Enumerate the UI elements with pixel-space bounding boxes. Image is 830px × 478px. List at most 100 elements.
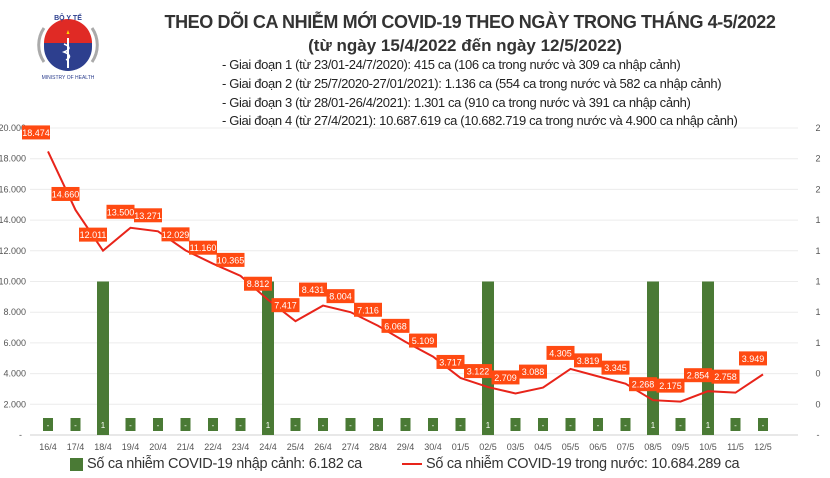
bar-label: - (597, 421, 600, 430)
x-tick-label: 17/4 (67, 442, 85, 452)
legend-swatch-bar (70, 457, 83, 471)
bar-label: 1 (101, 421, 106, 430)
data-label: 2.175 (659, 381, 682, 391)
bar-label: - (377, 421, 380, 430)
x-tick-label: 27/4 (342, 442, 360, 452)
data-label: 8.004 (329, 292, 352, 302)
svg-text:BỘ Y TẾ: BỘ Y TẾ (54, 12, 82, 22)
bar (70, 418, 81, 431)
data-label-box (574, 353, 602, 368)
bar (593, 418, 603, 431)
y-right-tick-label: 1 (815, 307, 820, 317)
bar (482, 281, 494, 435)
bar-label: - (514, 421, 517, 430)
data-label: 7.417 (274, 301, 297, 311)
x-tick-label: 16/4 (39, 442, 57, 452)
bar (455, 418, 466, 431)
bar-label: 1 (266, 421, 271, 430)
x-tick-label: 06/5 (589, 442, 607, 452)
bar-label: - (762, 421, 765, 430)
x-tick-label: 30/4 (424, 442, 442, 452)
bar-label: - (294, 421, 297, 430)
data-label-box (51, 186, 80, 201)
y-left-tick-label: 18.000 (0, 154, 26, 164)
bar (125, 418, 136, 431)
y-left-tick-label: 2.000 (3, 399, 26, 409)
data-label-box (354, 302, 382, 317)
bar (702, 281, 714, 435)
data-label: 14.660 (52, 189, 80, 199)
bar (43, 418, 53, 431)
x-tick-label: 18/4 (94, 442, 112, 452)
y-left-tick-label: 8.000 (3, 307, 26, 317)
data-label: 2.709 (494, 373, 517, 383)
data-label: 13.500 (107, 207, 135, 217)
y-right-tick-label: 0 (815, 399, 820, 409)
bar-label: - (404, 421, 407, 430)
bar (538, 418, 548, 431)
bar-label: - (349, 421, 352, 430)
data-label: 3.819 (577, 356, 600, 366)
note-line: - Giai đoạn 2 (từ 25/7/2020-27/01/2021):… (222, 76, 722, 91)
data-label-box (656, 378, 685, 393)
y-left-tick-label: 14.000 (0, 215, 26, 225)
bar-label: - (212, 421, 215, 430)
bar (510, 418, 521, 431)
y-left-tick-label: 20.000 (0, 123, 26, 133)
data-label: 8.812 (247, 279, 270, 289)
data-label: 11.160 (190, 243, 217, 253)
bar (318, 418, 328, 431)
bar-label: - (129, 421, 132, 430)
y-right-tick-label: - (817, 430, 820, 440)
legend-label: Số ca nhiễm COVID-19 trong nước: 10.684.… (426, 456, 740, 472)
x-tick-label: 02/5 (479, 442, 497, 452)
bar (235, 418, 246, 431)
y-right-tick-label: 1 (815, 338, 820, 348)
bar (153, 418, 163, 431)
data-label: 2.268 (632, 380, 655, 390)
bar (97, 281, 109, 435)
y-right-tick-label: 1 (815, 246, 820, 256)
y-left-tick-label: 4.000 (3, 369, 26, 379)
data-label-box (244, 276, 272, 291)
data-label-box (381, 318, 410, 333)
data-label-box (491, 370, 520, 385)
y-right-tick-label: 2 (815, 154, 820, 164)
bar (620, 418, 631, 431)
svg-text:MINISTRY OF HEALTH: MINISTRY OF HEALTH (42, 75, 95, 80)
x-tick-label: 24/4 (259, 442, 277, 452)
x-tick-label: 04/5 (534, 442, 552, 452)
data-label: 4.305 (549, 348, 572, 358)
bar-label: - (74, 421, 77, 430)
data-label: 13.271 (134, 211, 162, 221)
data-label-box (436, 354, 465, 369)
y-left-tick-label: - (19, 430, 22, 440)
y-right-tick-label: 2 (815, 123, 820, 133)
data-label: 18.474 (22, 128, 50, 138)
x-tick-label: 26/4 (314, 442, 332, 452)
x-tick-label: 05/5 (562, 442, 580, 452)
data-label-box (601, 360, 630, 375)
bar-label: - (624, 421, 627, 430)
bar-label: 1 (651, 421, 656, 430)
y-left-tick-label: 6.000 (3, 338, 26, 348)
bar-label: - (459, 421, 462, 430)
x-tick-label: 22/4 (204, 442, 222, 452)
note-line: - Giai đoạn 3 (từ 28/01-26/4/2021): 1.30… (222, 95, 691, 110)
x-tick-label: 08/5 (644, 442, 662, 452)
x-tick-label: 25/4 (287, 442, 305, 452)
data-label: 3.345 (604, 363, 627, 373)
bar (675, 418, 686, 431)
data-label-box (271, 298, 300, 313)
bar (180, 418, 191, 431)
y-right-tick-label: 0 (815, 369, 820, 379)
data-label-box (739, 351, 767, 366)
data-label-box (161, 227, 190, 242)
data-label-box (684, 368, 712, 383)
chart-title: THEO DÕI CA NHIỄM MỚI COVID-19 THEO NGÀY… (164, 12, 776, 32)
data-label-box (106, 204, 135, 219)
y-right-tick-label: 1 (815, 215, 820, 225)
data-label-box (189, 240, 217, 255)
bar (208, 418, 218, 431)
x-tick-label: 12/5 (754, 442, 772, 452)
